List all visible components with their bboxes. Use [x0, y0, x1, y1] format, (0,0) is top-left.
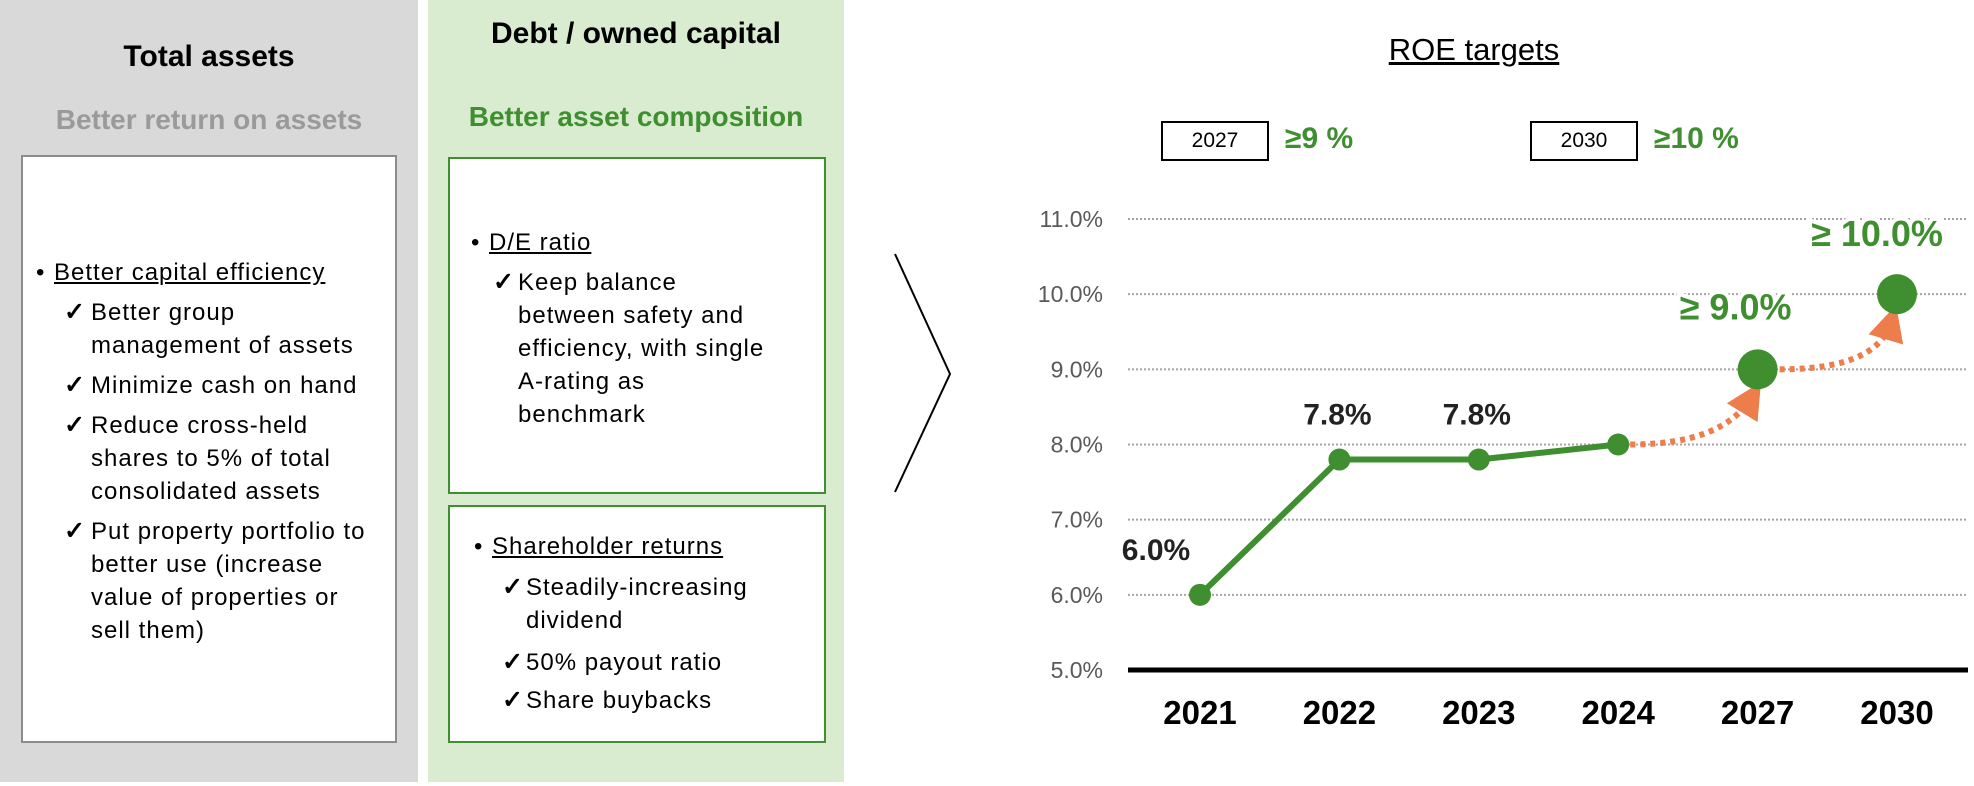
list-item-line: consolidated assets [91, 478, 321, 505]
list-item-line: Put property portfolio to [91, 518, 366, 545]
list-item-line: A-rating as [518, 368, 646, 395]
target-year-2027: 2027 [1161, 121, 1269, 161]
y-tick-label: 5.0% [1051, 657, 1103, 683]
list-item-line: between safety and [518, 302, 745, 329]
bullet-icon: • [36, 259, 46, 286]
shareholder-returns-box [448, 505, 826, 743]
data-point [1467, 448, 1490, 471]
total-assets-panel: Total assets Better return on assets [0, 0, 418, 782]
list-item-line: Minimize cash on hand [91, 372, 358, 399]
projection-arrow [1630, 382, 1762, 448]
panel-title: Debt / owned capital [490, 17, 782, 50]
y-tick-label: 10.0% [1038, 281, 1103, 307]
chart-title: ROE targets [1388, 32, 1560, 67]
check-icon: ✓ [64, 517, 85, 545]
x-tick-label: 2030 [1860, 694, 1933, 731]
data-label: 7.8% [1303, 399, 1371, 432]
target-value-2030: ≥10 % [1654, 122, 1739, 155]
data-point [1737, 349, 1778, 390]
de-ratio-box [448, 157, 826, 494]
y-tick-label: 6.0% [1051, 582, 1103, 608]
x-tick-label: 2021 [1163, 694, 1236, 731]
data-label: 6.0% [1122, 534, 1190, 567]
list-item-line: shares to 5% of total [91, 445, 331, 472]
panel-subtitle: Better return on assets [55, 104, 363, 135]
x-tick-label: 2024 [1581, 694, 1655, 731]
data-label: ≥ 10.0% [1811, 213, 1943, 254]
data-label: 7.8% [1443, 399, 1511, 432]
bullet-heading: Shareholder returns [492, 533, 724, 560]
data-point [1328, 448, 1351, 471]
check-icon: ✓ [493, 268, 514, 296]
bullet-icon: • [471, 229, 481, 256]
y-tick-label: 9.0% [1051, 356, 1103, 382]
list-item-line: Better group [91, 299, 236, 326]
list-item-line: efficiency, with single [518, 335, 765, 362]
target-value-2027: ≥9 % [1285, 122, 1354, 155]
y-tick-label: 7.0% [1051, 507, 1103, 533]
list-item-line: sell them) [91, 617, 206, 644]
x-tick-label: 2023 [1442, 694, 1515, 731]
panel-subtitle: Better asset composition [468, 101, 804, 132]
y-tick-label: 8.0% [1051, 432, 1103, 458]
list-item-line: benchmark [518, 401, 646, 428]
list-item-line: dividend [526, 607, 624, 634]
data-point [1189, 583, 1211, 606]
check-icon: ✓ [64, 411, 85, 439]
bullet-heading: Better capital efficiency [54, 259, 326, 286]
list-item-line: Steadily-increasing [526, 574, 748, 601]
capital-efficiency-box [21, 155, 397, 743]
data-point [1877, 274, 1917, 315]
data-point [1607, 433, 1630, 456]
list-item-line: Reduce cross-held [91, 412, 309, 439]
list-item-line: Keep balance [518, 269, 677, 296]
panel-title: Total assets [123, 40, 295, 73]
list-item-line: 50% payout ratio [526, 649, 723, 676]
bullet-heading: D/E ratio [489, 229, 592, 256]
x-tick-label: 2022 [1303, 694, 1376, 731]
series-line [1197, 441, 1619, 597]
check-icon: ✓ [64, 298, 85, 326]
x-tick-label: 2027 [1721, 694, 1794, 731]
list-item-line: value of properties or [91, 584, 339, 611]
list-item-line: better use (increase [91, 551, 324, 578]
target-year-2030: 2030 [1530, 121, 1638, 161]
bullet-icon: • [474, 533, 484, 560]
check-icon: ✓ [502, 648, 523, 676]
check-icon: ✓ [64, 371, 85, 399]
list-item-line: Share buybacks [526, 687, 713, 714]
list-item-line: management of assets [91, 332, 354, 359]
y-tick-label: 11.0% [1039, 206, 1103, 232]
data-label: ≥ 9.0% [1680, 286, 1792, 327]
check-icon: ✓ [502, 686, 523, 714]
check-icon: ✓ [502, 573, 523, 601]
debt-capital-panel: Debt / owned capital Better asset compos… [428, 0, 844, 782]
projection-arrow [1779, 304, 1904, 373]
